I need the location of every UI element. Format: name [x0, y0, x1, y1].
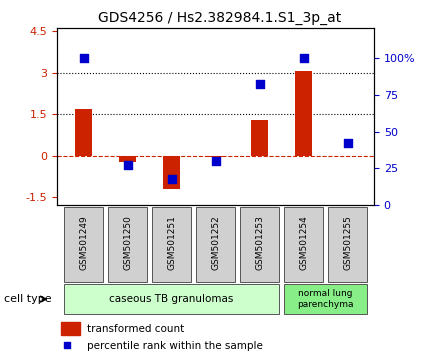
FancyBboxPatch shape [196, 207, 235, 282]
FancyBboxPatch shape [240, 207, 279, 282]
FancyBboxPatch shape [64, 207, 103, 282]
Text: GSM501251: GSM501251 [167, 215, 176, 270]
Point [344, 141, 351, 146]
Text: normal lung
parenchyma: normal lung parenchyma [297, 290, 354, 309]
Point [326, 253, 333, 259]
Text: GSM501250: GSM501250 [123, 215, 132, 270]
Text: GDS4256 / Hs2.382984.1.S1_3p_at: GDS4256 / Hs2.382984.1.S1_3p_at [99, 11, 341, 25]
Bar [339, 155, 356, 156]
Text: caseous TB granulomas: caseous TB granulomas [110, 294, 234, 304]
Text: GSM501252: GSM501252 [211, 215, 220, 270]
Text: transformed count: transformed count [87, 324, 184, 333]
Bar [295, 71, 312, 155]
Text: GSM501253: GSM501253 [255, 215, 264, 270]
Bar [207, 155, 224, 157]
FancyBboxPatch shape [328, 207, 367, 282]
Point [300, 55, 307, 61]
Text: GSM501254: GSM501254 [299, 215, 308, 270]
Bar [61, 322, 80, 335]
Bar [75, 109, 92, 155]
FancyBboxPatch shape [152, 207, 191, 282]
Bar [163, 155, 180, 189]
FancyBboxPatch shape [284, 284, 367, 314]
FancyBboxPatch shape [108, 207, 147, 282]
Text: GSM501255: GSM501255 [343, 215, 352, 270]
Point [256, 81, 263, 87]
Bar [119, 155, 136, 162]
Text: cell type: cell type [4, 294, 52, 304]
Point [212, 158, 219, 164]
FancyBboxPatch shape [64, 284, 279, 314]
Text: GSM501249: GSM501249 [79, 215, 88, 270]
FancyBboxPatch shape [284, 207, 323, 282]
Point [168, 176, 175, 182]
Point [80, 55, 87, 61]
Bar [251, 120, 268, 155]
Point [124, 163, 131, 169]
Text: percentile rank within the sample: percentile rank within the sample [87, 341, 263, 351]
